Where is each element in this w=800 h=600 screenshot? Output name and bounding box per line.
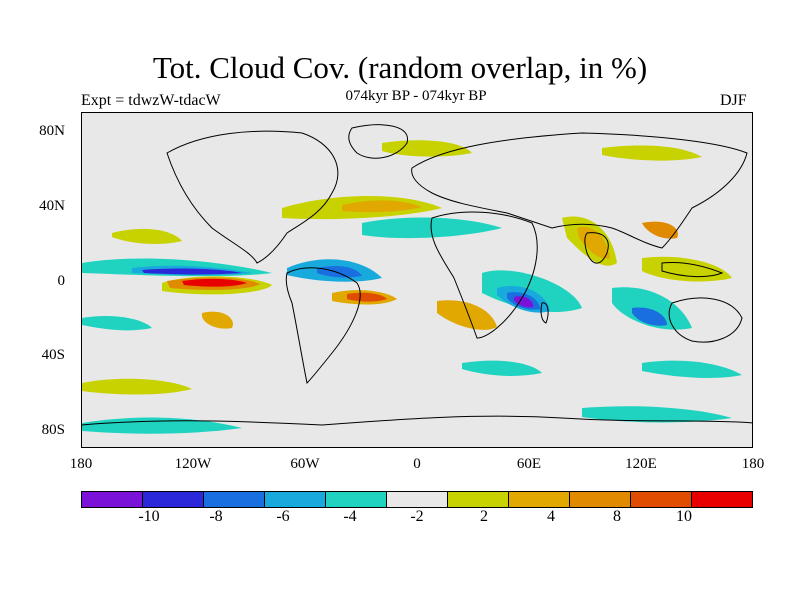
lon-tick-180e: 180 — [741, 456, 765, 472]
colorbar-segment-0 — [82, 492, 143, 507]
experiment-label: Expt = tdwzW-tdacW — [81, 92, 221, 109]
colorbar-segment-1 — [143, 492, 204, 507]
colorbar-label-neg6: -6 — [276, 508, 290, 525]
lon-tick-120e: 120E — [625, 456, 657, 472]
lat-tick-80s: 80S — [41, 422, 65, 438]
map-panel — [81, 112, 753, 448]
lon-tick-60e: 60E — [516, 456, 542, 472]
lon-tick-60w: 60W — [290, 456, 320, 472]
colorbar-segment-4 — [326, 492, 387, 507]
lat-tick-40n: 40N — [39, 198, 65, 214]
plot-title: Tot. Cloud Cov. (random overlap, in %) — [152, 50, 648, 85]
lon-tick-0: 0 — [413, 456, 421, 472]
colorbar-segment-10 — [692, 492, 752, 507]
cloud-cover-map — [82, 124, 752, 434]
lat-tick-40s: 40S — [41, 347, 65, 363]
colorbar-label-neg4: -4 — [343, 508, 357, 525]
colorbar-segment-5 — [387, 492, 448, 507]
colorbar-segment-3 — [265, 492, 326, 507]
colorbar — [81, 491, 753, 508]
colorbar-segment-6 — [448, 492, 509, 507]
period-label: 074kyr BP - 074kyr BP — [345, 88, 487, 104]
colorbar-label-8: 8 — [613, 508, 621, 525]
colorbar-segment-7 — [509, 492, 570, 507]
colorbar-label-4: 4 — [547, 508, 555, 525]
colorbar-label-2: 2 — [480, 508, 488, 525]
colorbar-label-neg2: -2 — [410, 508, 424, 525]
colorbar-label-10: 10 — [676, 508, 692, 525]
colorbar-segment-9 — [631, 492, 692, 507]
lon-tick-180w: 180 — [69, 456, 93, 472]
season-label: DJF — [720, 92, 747, 109]
coastlines — [82, 124, 752, 426]
colorbar-segment-2 — [204, 492, 265, 507]
colorbar-label-neg10: -10 — [138, 508, 160, 525]
colorbar-label-neg8: -8 — [209, 508, 223, 525]
anomaly-fills — [82, 140, 742, 434]
lon-tick-120w: 120W — [174, 456, 212, 472]
lat-tick-80n: 80N — [39, 123, 65, 139]
colorbar-segment-8 — [570, 492, 631, 507]
lat-tick-0: 0 — [57, 273, 66, 289]
